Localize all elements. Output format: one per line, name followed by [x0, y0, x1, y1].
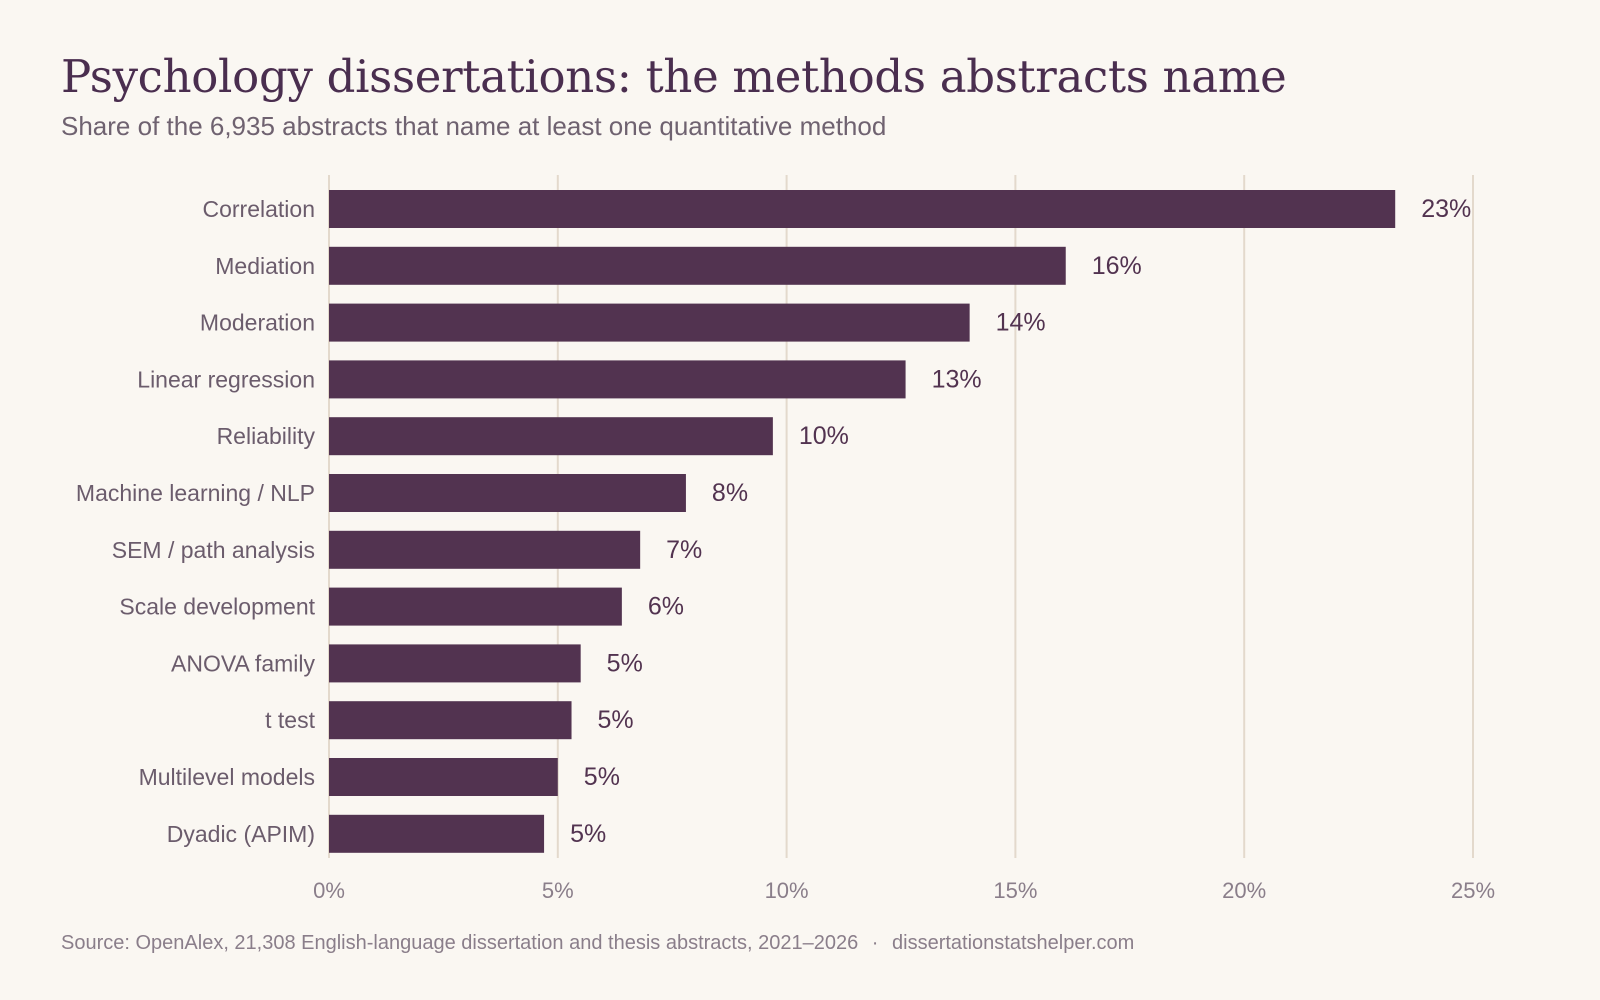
bar [329, 190, 1396, 228]
value-label: 5% [607, 649, 643, 677]
category-label: Correlation [203, 196, 316, 222]
value-label: 16% [1092, 252, 1142, 280]
bar [329, 701, 572, 740]
bar [329, 758, 558, 796]
x-tick-label: 5% [542, 878, 574, 903]
x-tick-label: 10% [765, 878, 809, 903]
bar [329, 417, 773, 456]
bar [329, 587, 622, 626]
category-label: SEM / path analysis [112, 537, 315, 563]
category-label: Linear regression [137, 366, 315, 392]
value-label: 14% [996, 309, 1046, 337]
site-credit: dissertationstatshelper.com [892, 932, 1135, 954]
x-tick-label: 25% [1451, 878, 1495, 903]
value-label: 8% [712, 479, 748, 507]
category-label: Scale development [119, 594, 315, 620]
category-label: ANOVA family [171, 650, 315, 676]
bar [329, 474, 686, 512]
chart-title: Psychology dissertations: the methods ab… [61, 50, 1287, 103]
bar [329, 644, 581, 683]
category-label: Dyadic (APIM) [167, 821, 315, 847]
value-label: 5% [598, 706, 634, 734]
value-label: 6% [648, 593, 684, 621]
footer-separator: · [871, 932, 879, 954]
category-label: t test [265, 707, 315, 733]
x-tick-label: 0% [313, 878, 345, 903]
value-label: 10% [799, 422, 849, 450]
category-label: Moderation [200, 310, 315, 336]
bar [329, 246, 1066, 285]
source-note: Source: OpenAlex, 21,308 English-languag… [61, 932, 859, 954]
source-footer: Source: OpenAlex, 21,308 English-languag… [61, 932, 1134, 955]
bar [329, 530, 641, 569]
category-label: Machine learning / NLP [76, 480, 315, 506]
category-label: Multilevel models [139, 764, 315, 790]
value-label: 23% [1421, 195, 1471, 223]
x-tick-label: 20% [1222, 878, 1266, 903]
x-tick-label: 15% [993, 878, 1037, 903]
value-label: 5% [584, 763, 620, 791]
category-label: Reliability [217, 423, 316, 449]
bar [329, 303, 970, 342]
bar [329, 360, 906, 399]
value-label: 13% [932, 365, 982, 393]
value-label: 7% [666, 536, 702, 564]
value-label: 5% [570, 820, 606, 848]
bar [329, 814, 545, 853]
chart-subtitle: Share of the 6,935 abstracts that name a… [61, 111, 887, 141]
category-label: Mediation [215, 253, 315, 279]
